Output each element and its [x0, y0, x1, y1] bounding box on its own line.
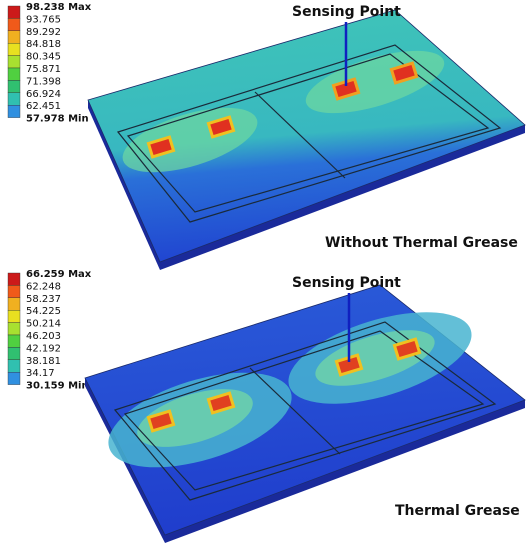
legend-label: 62.451 — [26, 101, 61, 112]
legend-swatch — [7, 55, 21, 69]
legend-label: 84.818 — [26, 39, 61, 50]
annotation: Sensing Point — [292, 275, 401, 291]
legend-swatch — [7, 297, 21, 311]
legend-swatch — [7, 322, 21, 336]
legend-swatch — [7, 347, 21, 360]
chips — [146, 337, 422, 433]
legend-swatch — [7, 334, 21, 348]
legend-label: 66.259 Max — [26, 269, 92, 280]
legend-label: 54.225 — [26, 306, 61, 317]
legend-label: 71.398 — [26, 76, 61, 87]
legend-label: 75.871 — [26, 64, 61, 75]
legend-swatch — [7, 359, 21, 373]
legend-swatch — [7, 43, 21, 56]
caption: Without Thermal Grease — [325, 235, 518, 251]
legend-label: 80.345 — [26, 52, 61, 63]
legend-label: 98.238 Max — [26, 2, 92, 13]
legend-label: 58.237 — [26, 294, 61, 305]
legend-swatch — [7, 285, 21, 298]
legend-label: 93.765 — [26, 14, 61, 25]
legend-label: 38.181 — [26, 356, 61, 367]
legend-label: 57.978 Min — [26, 114, 89, 125]
annotation: Sensing Point — [292, 4, 401, 20]
legend-swatch — [7, 80, 21, 94]
legend-label: 42.192 — [26, 343, 61, 354]
legend-swatch — [7, 67, 21, 81]
legend-swatch — [7, 5, 21, 19]
legend-swatch — [7, 30, 21, 44]
legend-swatch — [7, 272, 21, 286]
legend-label: 50.214 — [26, 319, 61, 330]
caption: Thermal Grease — [395, 503, 520, 519]
legend-label: 30.159 Min — [26, 381, 89, 392]
legend-swatch — [7, 372, 21, 385]
legend-label: 62.248 — [26, 281, 61, 292]
legend-swatch — [7, 92, 21, 106]
legend-swatch — [7, 18, 21, 31]
legend-swatch — [7, 104, 21, 118]
legend-label: 46.203 — [26, 331, 61, 342]
chips — [146, 61, 419, 159]
legend-swatch — [7, 310, 21, 323]
legend-label: 66.924 — [26, 89, 61, 100]
legend-label: 89.292 — [26, 27, 61, 38]
legend-label: 34.17 — [26, 368, 55, 379]
